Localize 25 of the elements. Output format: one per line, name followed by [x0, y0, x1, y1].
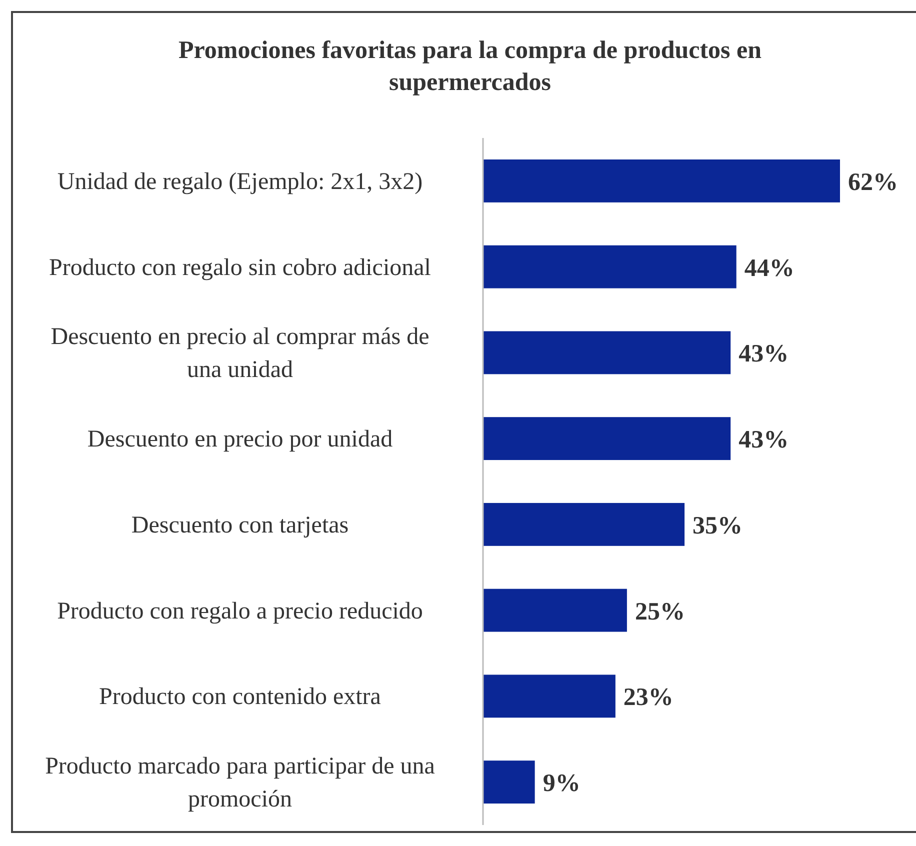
data-label: 25%	[634, 598, 685, 626]
bar	[483, 588, 627, 632]
y-tick-label: Producto con regalo a precio reducido	[57, 598, 423, 624]
y-tick-label: Descuento en precio al comprar más de una unidad	[50, 324, 430, 384]
y-tick-label: Descuento en precio por unidad	[87, 426, 393, 453]
bar	[483, 245, 736, 288]
data-label: 43%	[738, 340, 789, 368]
data-label: 9%	[542, 770, 580, 798]
data-label: 62%	[848, 168, 898, 196]
y-tick-label: Unidad de regalo (Ejemplo: 2x1, 3x2)	[57, 168, 423, 195]
bar	[483, 331, 731, 374]
bar	[483, 159, 840, 202]
y-tick-label: Producto con regalo sin cobro adicional	[49, 254, 432, 281]
data-label: 44%	[744, 254, 794, 282]
y-tick-label: Producto marcado para participar de una promoción	[45, 754, 436, 813]
data-label: 43%	[738, 426, 789, 454]
bar	[483, 502, 685, 546]
bar	[483, 674, 616, 718]
bar	[483, 760, 535, 804]
data-label: 23%	[623, 684, 674, 712]
chart-title: Promociones favoritas para la compra de productos en supermercados	[178, 37, 762, 96]
data-label: 35%	[692, 512, 743, 540]
y-tick-label: Descuento con tarjetas	[131, 512, 349, 538]
bar	[483, 417, 731, 460]
y-tick-label: Producto con contenido extra	[99, 684, 382, 710]
